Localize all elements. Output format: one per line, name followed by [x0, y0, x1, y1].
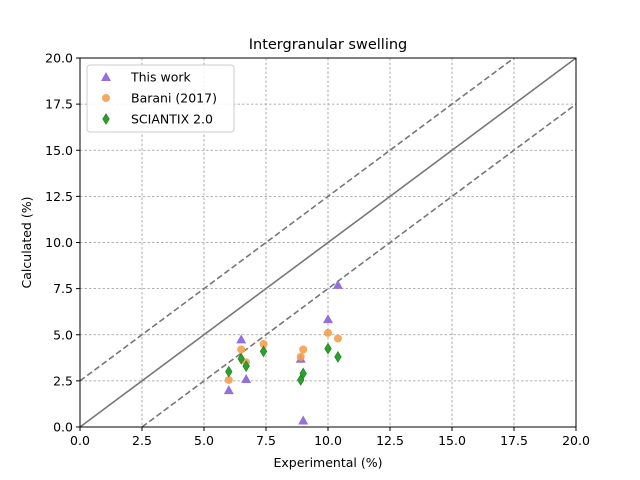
- legend-marker-2: [102, 113, 110, 125]
- point-this-work: [323, 314, 333, 324]
- reference-lines: [79, 57, 577, 428]
- legend-label: Barani (2017): [131, 91, 217, 106]
- point-this-work: [241, 374, 252, 384]
- point-this-work: [223, 385, 234, 395]
- point-this-work: [298, 415, 309, 425]
- y-tick-label: 7.5: [53, 281, 73, 296]
- x-tick-label: 17.5: [500, 433, 528, 448]
- x-tick-label: 0.0: [70, 433, 90, 448]
- legend-label: This work: [130, 70, 192, 85]
- x-tick-label: 5.0: [194, 433, 214, 448]
- x-tick-label: 12.5: [376, 433, 404, 448]
- point-sciantix-2-0: [324, 342, 332, 355]
- point-barani-2017: [333, 334, 342, 343]
- x-axis-ticks: 0.0 2.5 5.0 7.5 10.0 12.5 15.0 17.5 20.0: [70, 427, 590, 448]
- point-barani-2017: [296, 352, 305, 361]
- legend: This work Barani (2017) SCIANTIX 2.0: [86, 64, 235, 133]
- point-this-work: [236, 334, 247, 344]
- point-sciantix-2-0: [225, 365, 233, 378]
- y-tick-label: 0.0: [53, 420, 73, 435]
- point-sciantix-2-0: [242, 360, 250, 372]
- x-tick-label: 10.0: [314, 433, 342, 448]
- point-sciantix-2-0: [299, 367, 307, 380]
- legend-marker-1: [102, 94, 110, 102]
- dashed-bound-line: [79, 57, 515, 382]
- y-tick-label: 2.5: [53, 373, 73, 388]
- point-sciantix-2-0: [334, 351, 342, 363]
- legend-label: SCIANTIX 2.0: [131, 112, 213, 127]
- legend-marker-0: [101, 72, 111, 81]
- y-axis-label: Calculated (%): [19, 197, 34, 289]
- y-tick-label: 5.0: [53, 327, 73, 342]
- point-this-work: [332, 279, 343, 289]
- legend-box: [86, 64, 235, 133]
- point-barani-2017: [224, 375, 233, 384]
- point-sciantix-2-0: [259, 345, 268, 358]
- x-tick-label: 2.5: [132, 433, 152, 448]
- x-tick-label: 15.0: [438, 433, 466, 448]
- y-tick-label: 17.5: [45, 97, 73, 112]
- x-tick-label: 20.0: [562, 433, 590, 448]
- x-tick-label: 7.5: [256, 433, 276, 448]
- y-tick-label: 20.0: [45, 51, 73, 66]
- point-barani-2017: [324, 328, 332, 337]
- identity-line: [79, 57, 577, 428]
- point-barani-2017: [237, 345, 246, 354]
- y-axis-ticks: 0.0 2.5 5.0 7.5 10.0 12.5 15.0 17.5 20.0: [45, 51, 80, 435]
- y-tick-label: 10.0: [45, 235, 73, 250]
- point-sciantix-2-0: [237, 352, 245, 365]
- dashed-bound-line: [141, 103, 577, 428]
- x-axis-label: Experimental (%): [274, 455, 383, 470]
- point-barani-2017: [259, 339, 268, 348]
- y-tick-label: 12.5: [45, 189, 73, 204]
- chart-title: Intergranular swelling: [249, 37, 408, 53]
- y-tick-label: 15.0: [45, 143, 73, 158]
- data-points: [223, 279, 343, 425]
- point-barani-2017: [299, 345, 308, 354]
